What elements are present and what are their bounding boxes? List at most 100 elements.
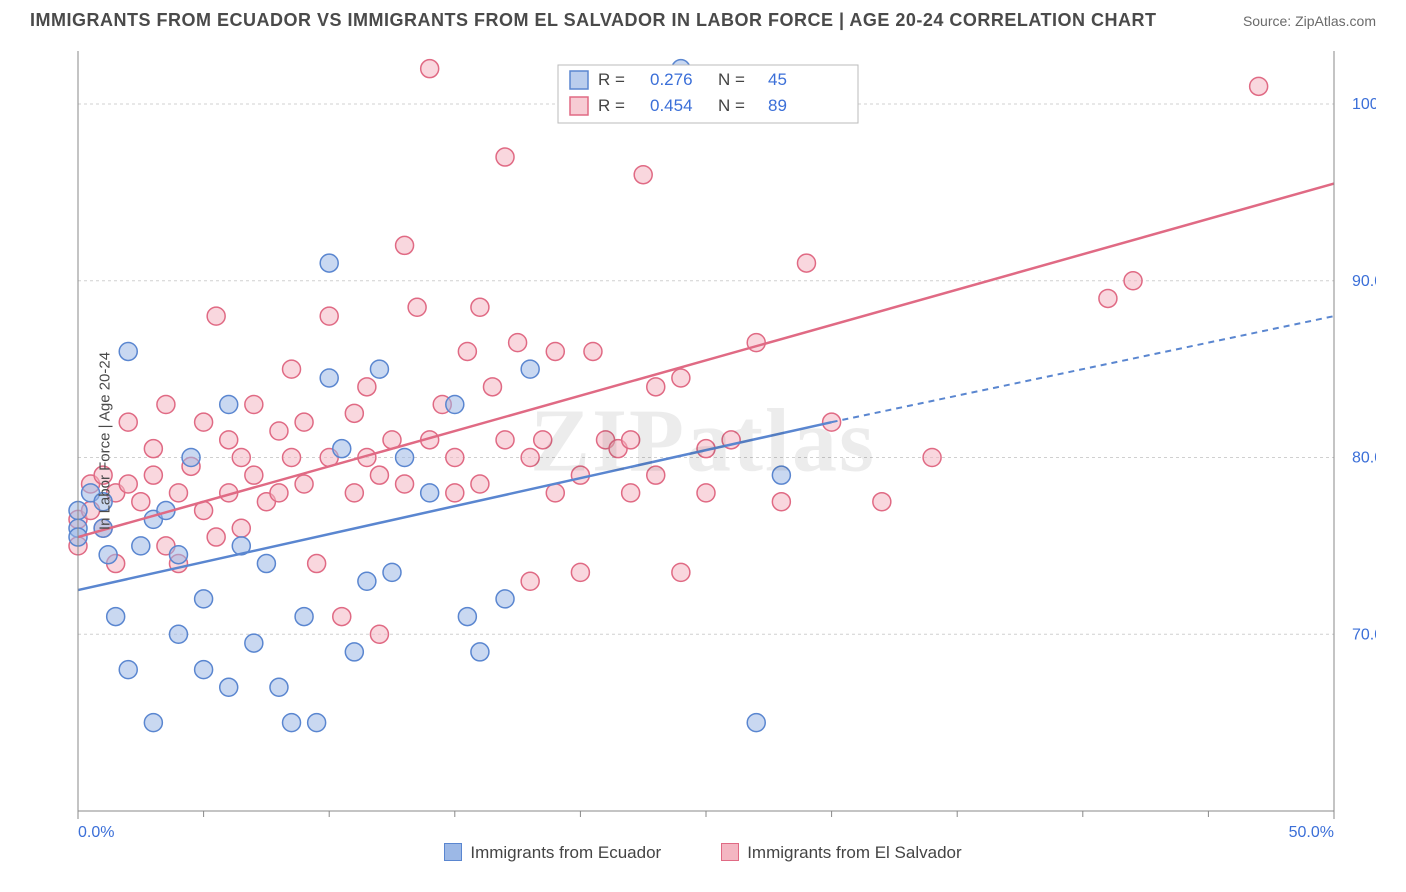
data-point	[622, 431, 640, 449]
data-point	[169, 625, 187, 643]
data-point	[772, 493, 790, 511]
data-point	[546, 484, 564, 502]
chart-title: IMMIGRANTS FROM ECUADOR VS IMMIGRANTS FR…	[30, 10, 1157, 31]
data-point	[358, 378, 376, 396]
data-point	[333, 608, 351, 626]
data-point	[421, 484, 439, 502]
data-point	[509, 334, 527, 352]
data-point	[295, 475, 313, 493]
data-point	[169, 484, 187, 502]
data-point	[446, 395, 464, 413]
data-point	[132, 493, 150, 511]
data-point	[370, 625, 388, 643]
data-point	[1124, 272, 1142, 290]
data-point	[157, 395, 175, 413]
svg-text:N =: N =	[718, 70, 745, 89]
data-point	[270, 422, 288, 440]
data-point	[672, 563, 690, 581]
legend-bottom: Immigrants from Ecuador Immigrants from E…	[0, 843, 1406, 863]
data-point	[483, 378, 501, 396]
data-point	[283, 360, 301, 378]
data-point	[622, 484, 640, 502]
data-point	[320, 254, 338, 272]
data-point	[270, 484, 288, 502]
data-point	[295, 608, 313, 626]
data-point	[672, 369, 690, 387]
data-point	[496, 431, 514, 449]
legend-item: Immigrants from El Salvador	[721, 843, 961, 863]
data-point	[119, 342, 137, 360]
data-point	[873, 493, 891, 511]
data-point	[119, 413, 137, 431]
legend-item: Immigrants from Ecuador	[444, 843, 661, 863]
svg-text:N =: N =	[718, 96, 745, 115]
data-point	[99, 546, 117, 564]
data-point	[182, 449, 200, 467]
data-point	[220, 395, 238, 413]
svg-text:80.0%: 80.0%	[1352, 450, 1376, 467]
svg-text:90.0%: 90.0%	[1352, 273, 1376, 290]
data-point	[521, 449, 539, 467]
svg-text:0.276: 0.276	[650, 70, 693, 89]
data-point	[207, 307, 225, 325]
data-point	[270, 678, 288, 696]
data-point	[220, 678, 238, 696]
y-axis-label: In Labor Force | Age 20-24	[97, 352, 114, 530]
data-point	[195, 661, 213, 679]
data-point	[132, 537, 150, 555]
data-point	[408, 298, 426, 316]
chart-container: In Labor Force | Age 20-24 70.0%80.0%90.…	[30, 41, 1376, 841]
data-point	[571, 563, 589, 581]
data-point	[358, 572, 376, 590]
data-point	[283, 714, 301, 732]
data-point	[345, 484, 363, 502]
data-point	[396, 236, 414, 254]
data-point	[195, 590, 213, 608]
data-point	[232, 449, 250, 467]
svg-text:100.0%: 100.0%	[1352, 96, 1376, 113]
data-point	[1250, 77, 1268, 95]
data-point	[797, 254, 815, 272]
data-point	[396, 449, 414, 467]
data-point	[195, 413, 213, 431]
data-point	[308, 714, 326, 732]
data-point	[320, 369, 338, 387]
data-point	[295, 413, 313, 431]
data-point	[345, 643, 363, 661]
data-point	[232, 519, 250, 537]
data-point	[345, 404, 363, 422]
data-point	[923, 449, 941, 467]
data-point	[458, 608, 476, 626]
data-point	[534, 431, 552, 449]
data-point	[584, 342, 602, 360]
data-point	[1099, 289, 1117, 307]
svg-text:R =: R =	[598, 96, 625, 115]
data-point	[333, 440, 351, 458]
svg-text:89: 89	[768, 96, 787, 115]
data-point	[471, 643, 489, 661]
data-point	[144, 714, 162, 732]
data-point	[496, 148, 514, 166]
data-point	[370, 360, 388, 378]
svg-text:0.0%: 0.0%	[78, 824, 114, 841]
data-point	[283, 449, 301, 467]
trend-line-dashed	[832, 316, 1334, 422]
data-point	[308, 555, 326, 573]
data-point	[144, 440, 162, 458]
data-point	[446, 484, 464, 502]
data-point	[571, 466, 589, 484]
data-point	[144, 466, 162, 484]
scatter-chart: 70.0%80.0%90.0%100.0%0.0%50.0%R =0.276N …	[30, 41, 1376, 841]
data-point	[471, 475, 489, 493]
data-point	[107, 608, 125, 626]
data-point	[257, 555, 275, 573]
svg-text:45: 45	[768, 70, 787, 89]
data-point	[245, 395, 263, 413]
data-point	[697, 484, 715, 502]
data-point	[546, 342, 564, 360]
data-point	[634, 166, 652, 184]
svg-text:0.454: 0.454	[650, 96, 693, 115]
source-credit: Source: ZipAtlas.com	[1243, 13, 1376, 29]
data-point	[647, 466, 665, 484]
data-point	[521, 572, 539, 590]
